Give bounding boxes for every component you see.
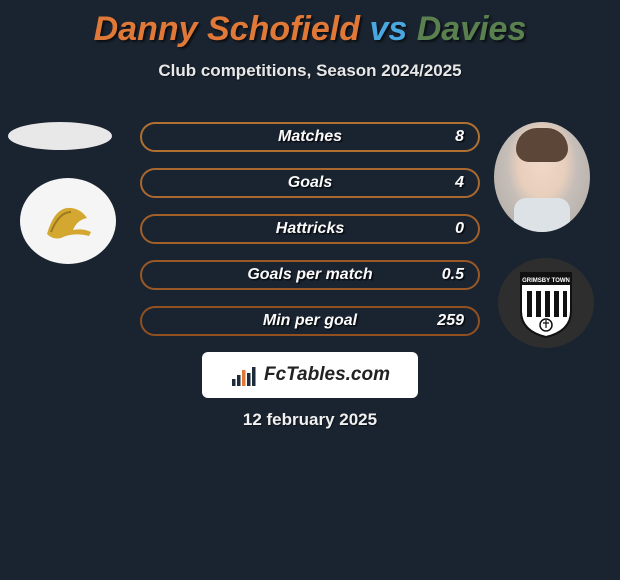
stat-label: Goals xyxy=(288,174,332,192)
player2-club-badge: GRIMSBY TOWN xyxy=(498,258,594,348)
branding-badge: FcTables.com xyxy=(202,352,418,398)
club-right-icon: GRIMSBY TOWN xyxy=(515,267,577,339)
stat-value: 4 xyxy=(455,174,464,192)
player1-name: Danny Schofield xyxy=(94,10,360,48)
stat-value: 0.5 xyxy=(442,266,464,284)
stat-row: Min per goal 259 xyxy=(140,306,480,336)
svg-text:GRIMSBY TOWN: GRIMSBY TOWN xyxy=(522,278,570,284)
player2-avatar xyxy=(494,122,590,232)
stat-label: Min per goal xyxy=(263,312,357,330)
stat-row: Goals per match 0.5 xyxy=(140,260,480,290)
stat-value: 0 xyxy=(455,220,464,238)
stats-panel: Matches 8 Goals 4 Hattricks 0 Goals per match 0… xyxy=(140,122,480,352)
bars-icon xyxy=(230,364,258,386)
stat-label: Goals per match xyxy=(247,266,372,284)
stat-value: 8 xyxy=(455,128,464,146)
stat-label: Matches xyxy=(278,128,342,146)
stat-row: Matches 8 xyxy=(140,122,480,152)
footer-date: 12 february 2025 xyxy=(0,410,620,430)
stat-row: Goals 4 xyxy=(140,168,480,198)
stat-label: Hattricks xyxy=(276,220,344,238)
vs-word: vs xyxy=(369,10,407,48)
subtitle: Club competitions, Season 2024/2025 xyxy=(0,61,620,81)
player1-avatar-placeholder xyxy=(8,122,112,150)
stat-row: Hattricks 0 xyxy=(140,214,480,244)
page-title: Danny Schofield vs Davies xyxy=(0,0,620,49)
branding-text: FcTables.com xyxy=(264,364,390,386)
stat-value: 259 xyxy=(437,312,464,330)
player2-name: Davies xyxy=(417,10,527,48)
player1-club-badge xyxy=(20,178,116,264)
club-left-icon xyxy=(33,190,103,252)
